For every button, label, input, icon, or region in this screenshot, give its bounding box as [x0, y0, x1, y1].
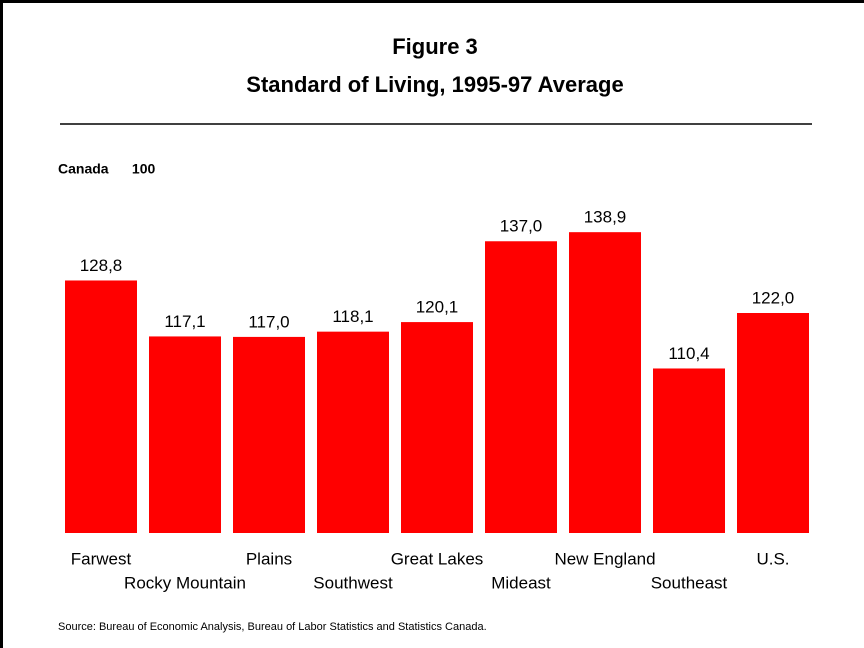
value-label: 117,1	[164, 312, 205, 331]
value-label: 137,0	[500, 217, 543, 236]
x-tick-label: U.S.	[756, 549, 789, 568]
source: Source: Bureau of Economic Analysis, Bur…	[58, 621, 487, 633]
bar	[401, 322, 473, 533]
bar	[485, 241, 557, 533]
value-label: 118,1	[332, 307, 373, 326]
x-tick-label: Mideast	[491, 573, 551, 592]
bar	[569, 232, 641, 533]
value-label: 138,9	[584, 208, 627, 227]
x-tick-label: Farwest	[71, 549, 132, 568]
bar	[149, 336, 221, 533]
x-tick-label: New England	[554, 549, 655, 568]
bar	[653, 368, 725, 533]
x-tick-label: Southeast	[651, 573, 728, 592]
bar	[317, 331, 389, 533]
value-label: 122,0	[752, 288, 795, 307]
x-tick-label: Southwest	[313, 573, 393, 592]
x-tick-label: Rocky Mountain	[124, 573, 246, 592]
value-label: 110,4	[668, 344, 709, 363]
value-label: 117,0	[248, 312, 289, 331]
bar	[65, 280, 137, 533]
bar	[737, 313, 809, 533]
chart-subtitle: Standard of Living, 1995-97 Average	[246, 72, 623, 97]
value-label: 128,8	[80, 256, 123, 275]
x-tick-label: Great Lakes	[391, 549, 484, 568]
x-tick-label: Plains	[246, 549, 292, 568]
bar	[233, 336, 305, 533]
note: Canada 100	[58, 161, 155, 177]
chart-title: Figure 3	[392, 34, 478, 59]
value-label: 120,1	[416, 298, 459, 317]
